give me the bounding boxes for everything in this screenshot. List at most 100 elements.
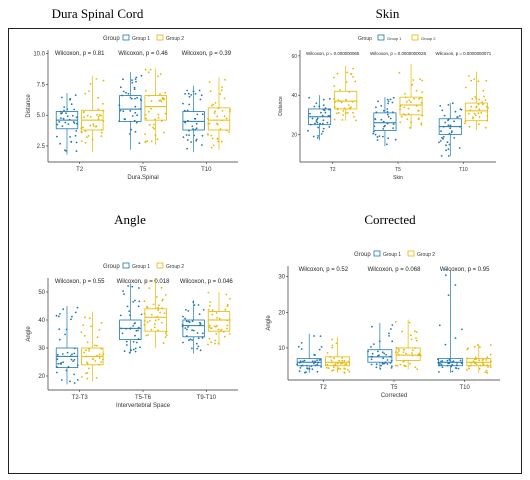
p-value-label: Wilcoxon, p = 0.018 bbox=[117, 279, 171, 285]
data-point bbox=[226, 319, 229, 322]
y-tick-label: 50 bbox=[38, 290, 45, 296]
data-point bbox=[70, 358, 73, 361]
data-point bbox=[150, 100, 153, 103]
data-point bbox=[102, 353, 105, 355]
data-point bbox=[399, 105, 402, 107]
data-point bbox=[391, 324, 394, 326]
data-point bbox=[355, 119, 357, 122]
data-point bbox=[96, 336, 99, 339]
data-point bbox=[305, 371, 307, 373]
data-point bbox=[132, 325, 134, 327]
data-point bbox=[138, 142, 141, 144]
data-point bbox=[405, 352, 407, 355]
y-tick-label: 5.0 bbox=[37, 113, 46, 119]
data-point bbox=[184, 93, 187, 95]
data-point bbox=[154, 118, 156, 121]
data-point bbox=[343, 107, 346, 110]
box-group1 bbox=[367, 349, 393, 363]
data-point bbox=[465, 368, 468, 371]
data-point bbox=[158, 99, 161, 102]
box-group1 bbox=[119, 95, 142, 122]
data-point bbox=[191, 320, 194, 323]
data-point bbox=[195, 342, 198, 345]
data-point bbox=[378, 135, 381, 137]
data-point bbox=[73, 108, 76, 111]
data-point bbox=[187, 92, 190, 95]
data-point bbox=[337, 367, 340, 370]
data-point bbox=[152, 126, 155, 129]
data-point bbox=[411, 349, 414, 352]
data-point bbox=[89, 83, 92, 85]
data-point bbox=[195, 127, 198, 130]
data-point bbox=[85, 355, 88, 358]
data-point bbox=[464, 120, 467, 123]
legend-label-group2: Group 2 bbox=[421, 36, 436, 41]
data-point bbox=[309, 112, 311, 115]
data-point bbox=[191, 125, 194, 128]
data-point bbox=[421, 79, 424, 82]
data-point bbox=[396, 352, 399, 354]
data-point bbox=[381, 363, 384, 365]
data-point bbox=[147, 71, 150, 74]
data-point bbox=[148, 123, 151, 126]
data-point bbox=[121, 332, 124, 335]
data-point bbox=[211, 137, 214, 140]
data-point bbox=[445, 149, 447, 152]
data-point bbox=[215, 332, 218, 335]
data-point bbox=[83, 334, 86, 337]
data-point bbox=[119, 109, 122, 112]
data-point bbox=[210, 341, 213, 344]
data-point bbox=[409, 101, 412, 103]
data-point bbox=[136, 96, 138, 99]
legend-label-group1: Group 1 bbox=[132, 36, 150, 42]
data-point bbox=[346, 71, 348, 74]
data-point bbox=[187, 326, 189, 328]
data-point bbox=[484, 126, 487, 129]
data-point bbox=[471, 97, 474, 100]
data-point bbox=[474, 362, 476, 365]
data-point bbox=[370, 346, 372, 348]
data-point bbox=[348, 370, 351, 373]
data-point bbox=[150, 140, 153, 143]
data-point bbox=[55, 314, 58, 317]
data-point bbox=[386, 122, 389, 125]
x-tick-label: T2 bbox=[330, 167, 336, 173]
data-point bbox=[216, 324, 219, 327]
data-point bbox=[485, 359, 488, 361]
data-point bbox=[208, 305, 211, 307]
data-point bbox=[411, 354, 414, 357]
data-point bbox=[337, 111, 340, 114]
data-point bbox=[389, 355, 392, 358]
data-point bbox=[62, 361, 64, 364]
data-point bbox=[459, 125, 461, 128]
data-point bbox=[85, 361, 88, 364]
data-point bbox=[380, 105, 383, 107]
data-point bbox=[217, 342, 220, 345]
data-point bbox=[315, 120, 318, 123]
data-point bbox=[83, 111, 85, 113]
data-point bbox=[300, 348, 303, 350]
data-point bbox=[344, 363, 346, 365]
data-point bbox=[444, 274, 447, 276]
data-point bbox=[182, 136, 185, 138]
data-point bbox=[416, 339, 418, 342]
data-point bbox=[331, 346, 333, 349]
data-point bbox=[132, 340, 135, 343]
data-point bbox=[445, 144, 447, 147]
data-point bbox=[198, 313, 201, 316]
data-point bbox=[469, 109, 472, 112]
data-point bbox=[183, 120, 186, 123]
data-point bbox=[194, 117, 197, 120]
data-point bbox=[378, 340, 381, 343]
data-point bbox=[316, 121, 319, 124]
data-point bbox=[165, 334, 168, 337]
data-point bbox=[216, 115, 219, 118]
data-point bbox=[298, 370, 301, 373]
legend-label-group1: Group 1 bbox=[383, 252, 401, 258]
data-point bbox=[447, 104, 450, 106]
data-point bbox=[399, 363, 402, 366]
legend-label-group1: Group 1 bbox=[387, 36, 402, 41]
data-point bbox=[216, 138, 219, 140]
data-point bbox=[81, 131, 83, 134]
data-point bbox=[118, 120, 121, 123]
